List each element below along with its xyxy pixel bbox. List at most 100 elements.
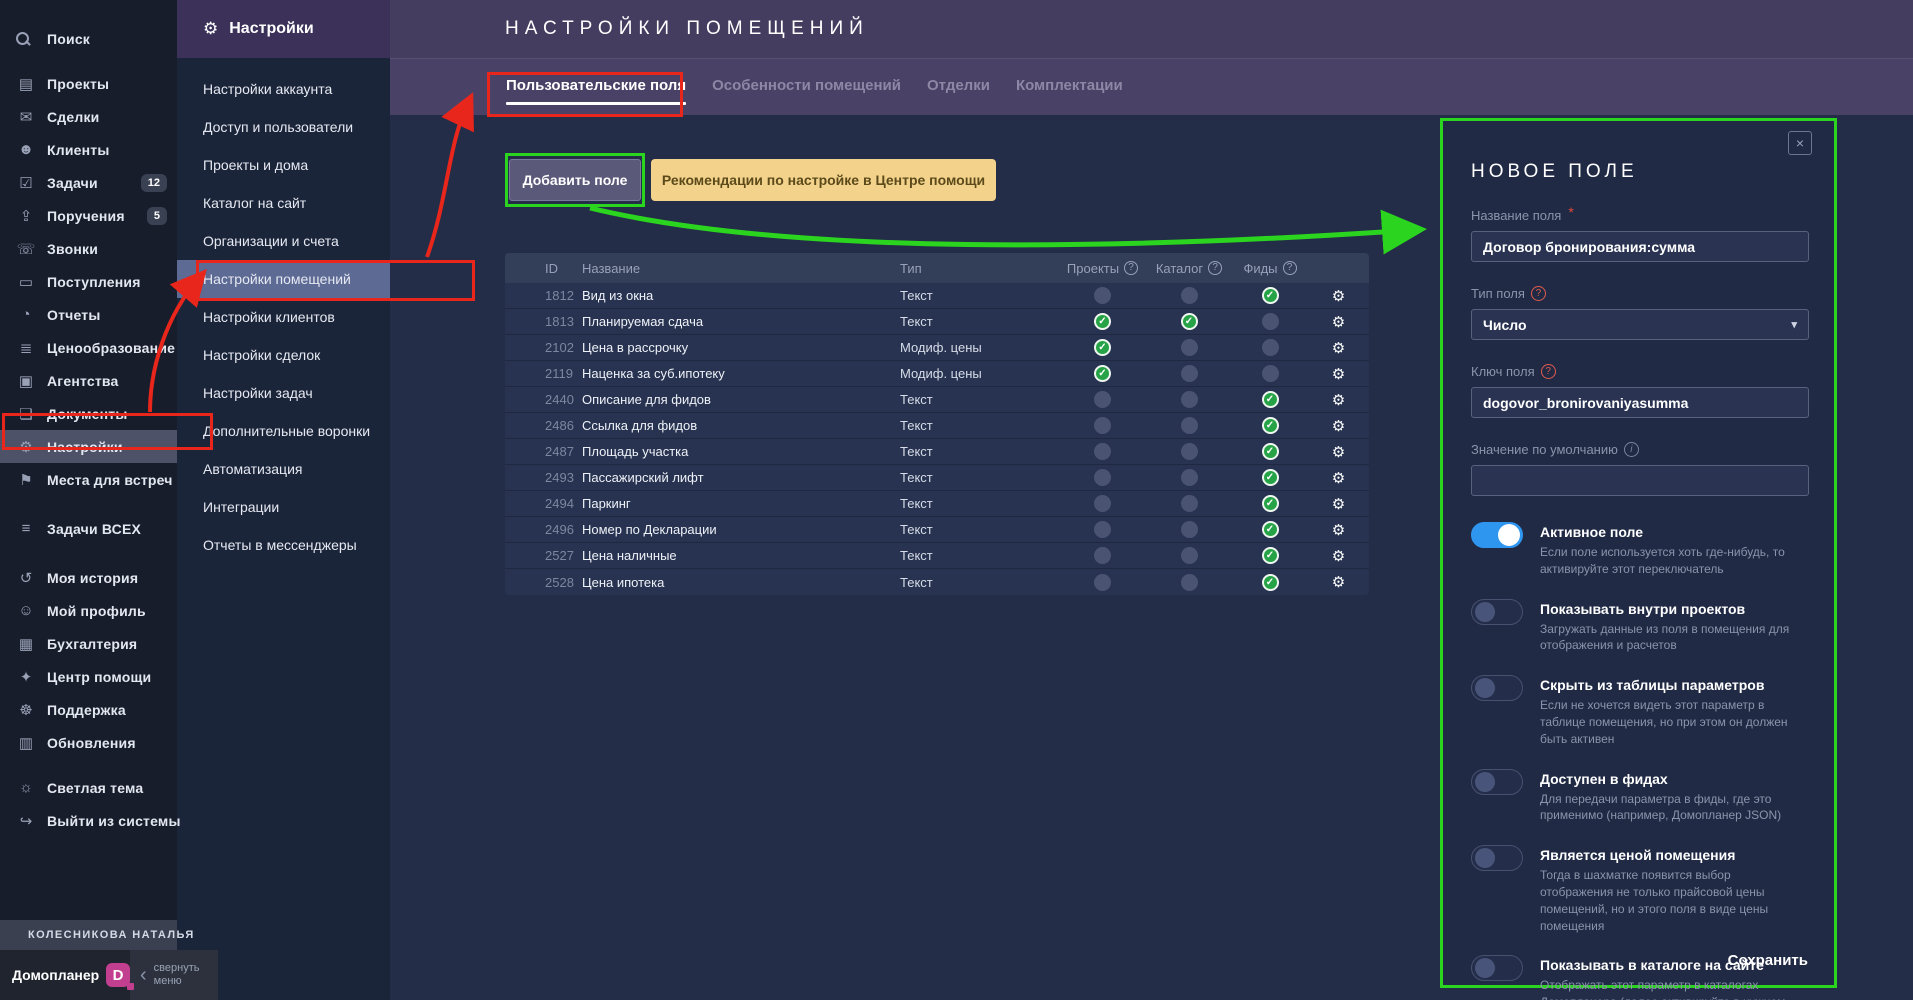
feeds-status-dot[interactable] [1261, 573, 1279, 591]
toggle-switch[interactable] [1471, 955, 1523, 982]
row-settings-gear-icon[interactable]: ⚙ [1331, 313, 1346, 331]
projects-status-dot[interactable] [1094, 573, 1111, 591]
row-settings-gear-icon[interactable]: ⚙ [1331, 469, 1346, 487]
catalog-status-dot[interactable] [1180, 573, 1198, 591]
sidebar-item[interactable]: ▭ Поступления [0, 265, 177, 298]
row-settings-gear-icon[interactable]: ⚙ [1331, 417, 1346, 435]
row-settings-gear-icon[interactable]: ⚙ [1331, 574, 1346, 591]
field-key-input[interactable] [1471, 387, 1809, 418]
catalog-status-dot[interactable] [1180, 287, 1198, 304]
toggle-switch[interactable] [1471, 768, 1523, 795]
settings-sidebar-item[interactable]: Настройки аккаунта [177, 70, 390, 108]
feeds-status-dot[interactable] [1261, 495, 1279, 512]
projects-status-dot[interactable] [1094, 495, 1111, 512]
row-settings-gear-icon[interactable]: ⚙ [1331, 495, 1346, 513]
sidebar-item[interactable]: ↺ Моя история [0, 561, 177, 594]
feeds-status-dot[interactable] [1261, 521, 1279, 538]
sidebar-item[interactable]: ▣ Агентства [0, 364, 177, 397]
sidebar-item[interactable]: ☻ Клиенты [0, 133, 177, 166]
feeds-status-dot[interactable] [1261, 287, 1279, 304]
settings-sidebar-item[interactable]: Настройки сделок [177, 336, 390, 374]
catalog-status-dot[interactable] [1180, 365, 1198, 382]
feeds-status-dot[interactable] [1261, 417, 1279, 434]
sidebar-item[interactable]: ≣ Ценообразование [0, 331, 177, 364]
add-field-button[interactable]: Добавить поле [509, 159, 641, 201]
projects-status-dot[interactable] [1094, 313, 1111, 330]
sidebar-item[interactable]: ▦ Бухгалтерия [0, 627, 177, 660]
field-name-input[interactable] [1471, 231, 1809, 262]
help-circle-icon[interactable]: ? [1124, 261, 1139, 275]
settings-sidebar-item[interactable]: Организации и счета [177, 222, 390, 260]
sidebar-item[interactable]: Поиск [0, 22, 177, 55]
settings-sidebar-item[interactable]: Доступ и пользователи [177, 108, 390, 146]
projects-status-dot[interactable] [1094, 443, 1111, 460]
sidebar-item[interactable]: ✦ Центр помощи [0, 660, 177, 693]
catalog-status-dot[interactable] [1180, 547, 1198, 564]
catalog-status-dot[interactable] [1180, 339, 1198, 356]
field-type-select[interactable]: Число ▾ [1471, 309, 1809, 340]
row-settings-gear-icon[interactable]: ⚙ [1331, 547, 1346, 565]
settings-sidebar-item[interactable]: Проекты и дома [177, 146, 390, 184]
projects-status-dot[interactable] [1094, 287, 1111, 304]
close-icon[interactable]: × [1788, 131, 1812, 155]
settings-sidebar-item[interactable]: Дополнительные воронки [177, 412, 390, 450]
collapse-menu-button[interactable]: ‹ свернуть меню [130, 950, 218, 1000]
projects-status-dot[interactable] [1094, 365, 1111, 382]
save-button[interactable]: Сохранить [1727, 952, 1808, 969]
sidebar-item[interactable]: ≡ Задачи ВСЕХ [0, 512, 177, 545]
row-settings-gear-icon[interactable]: ⚙ [1331, 521, 1346, 539]
settings-sidebar-item[interactable]: Настройки помещений [177, 260, 390, 298]
projects-status-dot[interactable] [1094, 417, 1111, 434]
sidebar-item[interactable]: ☏ Звонки [0, 232, 177, 265]
row-settings-gear-icon[interactable]: ⚙ [1331, 365, 1346, 383]
help-circle-icon[interactable]: ? [1208, 261, 1223, 275]
settings-sidebar-item[interactable]: Интеграции [177, 488, 390, 526]
help-circle-icon[interactable]: ? [1282, 261, 1297, 275]
default-value-input[interactable] [1471, 465, 1809, 496]
tab[interactable]: Пользовательские поля [506, 69, 686, 105]
sidebar-item[interactable]: ☼ Светлая тема [0, 771, 177, 804]
row-settings-gear-icon[interactable]: ⚙ [1331, 339, 1346, 357]
sidebar-item[interactable]: ⚑ Места для встреч [0, 463, 177, 496]
sidebar-item[interactable]: ☑ Задачи 12 [0, 166, 177, 199]
sidebar-item[interactable]: ⇪ Поручения 5 [0, 199, 177, 232]
settings-sidebar-item[interactable]: Автоматизация [177, 450, 390, 488]
toggle-switch[interactable] [1471, 522, 1523, 548]
row-settings-gear-icon[interactable]: ⚙ [1331, 287, 1346, 305]
catalog-status-dot[interactable] [1180, 443, 1198, 460]
tab[interactable]: Особенности помещений [712, 69, 901, 105]
help-circle-red-icon[interactable]: ? [1530, 286, 1546, 301]
sidebar-item[interactable]: ▤ Проекты [0, 67, 177, 100]
catalog-status-dot[interactable] [1180, 313, 1198, 330]
feeds-status-dot[interactable] [1261, 547, 1279, 564]
row-settings-gear-icon[interactable]: ⚙ [1331, 391, 1346, 409]
catalog-status-dot[interactable] [1180, 495, 1198, 512]
sidebar-item[interactable]: ☸ Поддержка [0, 693, 177, 726]
catalog-status-dot[interactable] [1180, 417, 1198, 434]
row-settings-gear-icon[interactable]: ⚙ [1331, 443, 1346, 461]
info-circle-icon[interactable]: i [1623, 442, 1639, 457]
sidebar-item[interactable]: ☺ Мой профиль [0, 594, 177, 627]
settings-sidebar-item[interactable]: Настройки клиентов [177, 298, 390, 336]
settings-sidebar-item[interactable]: Отчеты в мессенджеры [177, 526, 390, 564]
feeds-status-dot[interactable] [1261, 365, 1279, 382]
projects-status-dot[interactable] [1094, 339, 1111, 356]
sidebar-item[interactable]: ⚙ Настройки [0, 430, 177, 463]
toggle-switch[interactable] [1471, 598, 1523, 625]
catalog-status-dot[interactable] [1180, 469, 1198, 486]
toggle-switch[interactable] [1471, 845, 1523, 872]
projects-status-dot[interactable] [1094, 391, 1111, 408]
settings-sidebar-item[interactable]: Каталог на сайт [177, 184, 390, 222]
catalog-status-dot[interactable] [1180, 521, 1198, 538]
settings-sidebar-item[interactable]: Настройки задач [177, 374, 390, 412]
sidebar-item[interactable]: ❏ Документы [0, 397, 177, 430]
tab[interactable]: Комплектации [1016, 69, 1123, 105]
catalog-status-dot[interactable] [1180, 391, 1198, 408]
brand[interactable]: Домопланер D [0, 950, 134, 1000]
feeds-status-dot[interactable] [1261, 391, 1279, 408]
projects-status-dot[interactable] [1094, 469, 1111, 486]
feeds-status-dot[interactable] [1261, 313, 1279, 330]
feeds-status-dot[interactable] [1261, 443, 1279, 460]
current-user-bar[interactable]: КОЛЕСНИКОВА НАТАЛЬЯ [0, 920, 193, 950]
help-circle-red-icon[interactable]: ? [1540, 364, 1556, 379]
